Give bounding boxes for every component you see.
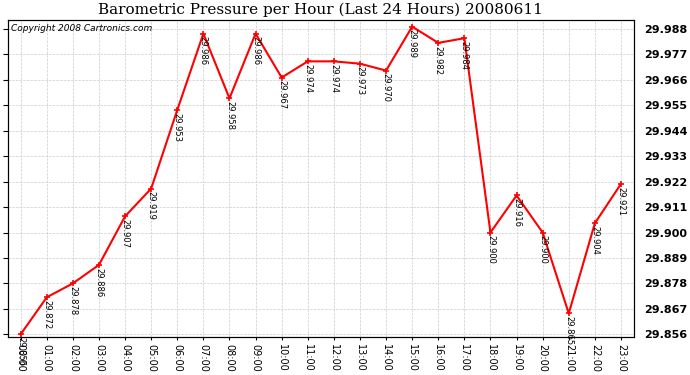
Text: 29.989: 29.989 [408, 30, 417, 58]
Text: 29.970: 29.970 [382, 74, 391, 102]
Text: 29.986: 29.986 [199, 36, 208, 66]
Text: 29.958: 29.958 [225, 101, 234, 130]
Text: 29.953: 29.953 [172, 113, 181, 142]
Text: 29.907: 29.907 [121, 219, 130, 248]
Text: 29.916: 29.916 [512, 198, 521, 227]
Text: Copyright 2008 Cartronics.com: Copyright 2008 Cartronics.com [11, 24, 152, 33]
Text: 29.919: 29.919 [147, 191, 156, 220]
Text: 29.865: 29.865 [564, 316, 573, 345]
Text: 29.974: 29.974 [329, 64, 338, 93]
Text: 29.904: 29.904 [591, 226, 600, 255]
Text: 29.872: 29.872 [42, 300, 51, 329]
Text: 29.973: 29.973 [355, 66, 364, 96]
Title: Barometric Pressure per Hour (Last 24 Hours) 20080611: Barometric Pressure per Hour (Last 24 Ho… [99, 3, 543, 17]
Text: 29.886: 29.886 [95, 268, 103, 297]
Text: 29.986: 29.986 [251, 36, 260, 66]
Text: 29.900: 29.900 [538, 235, 547, 264]
Text: 29.974: 29.974 [304, 64, 313, 93]
Text: 29.967: 29.967 [277, 80, 286, 110]
Text: 29.900: 29.900 [486, 235, 495, 264]
Text: 29.878: 29.878 [68, 286, 77, 315]
Text: 29.921: 29.921 [616, 187, 625, 216]
Text: 29.856: 29.856 [16, 337, 26, 366]
Text: 29.982: 29.982 [434, 46, 443, 75]
Text: 29.984: 29.984 [460, 41, 469, 70]
